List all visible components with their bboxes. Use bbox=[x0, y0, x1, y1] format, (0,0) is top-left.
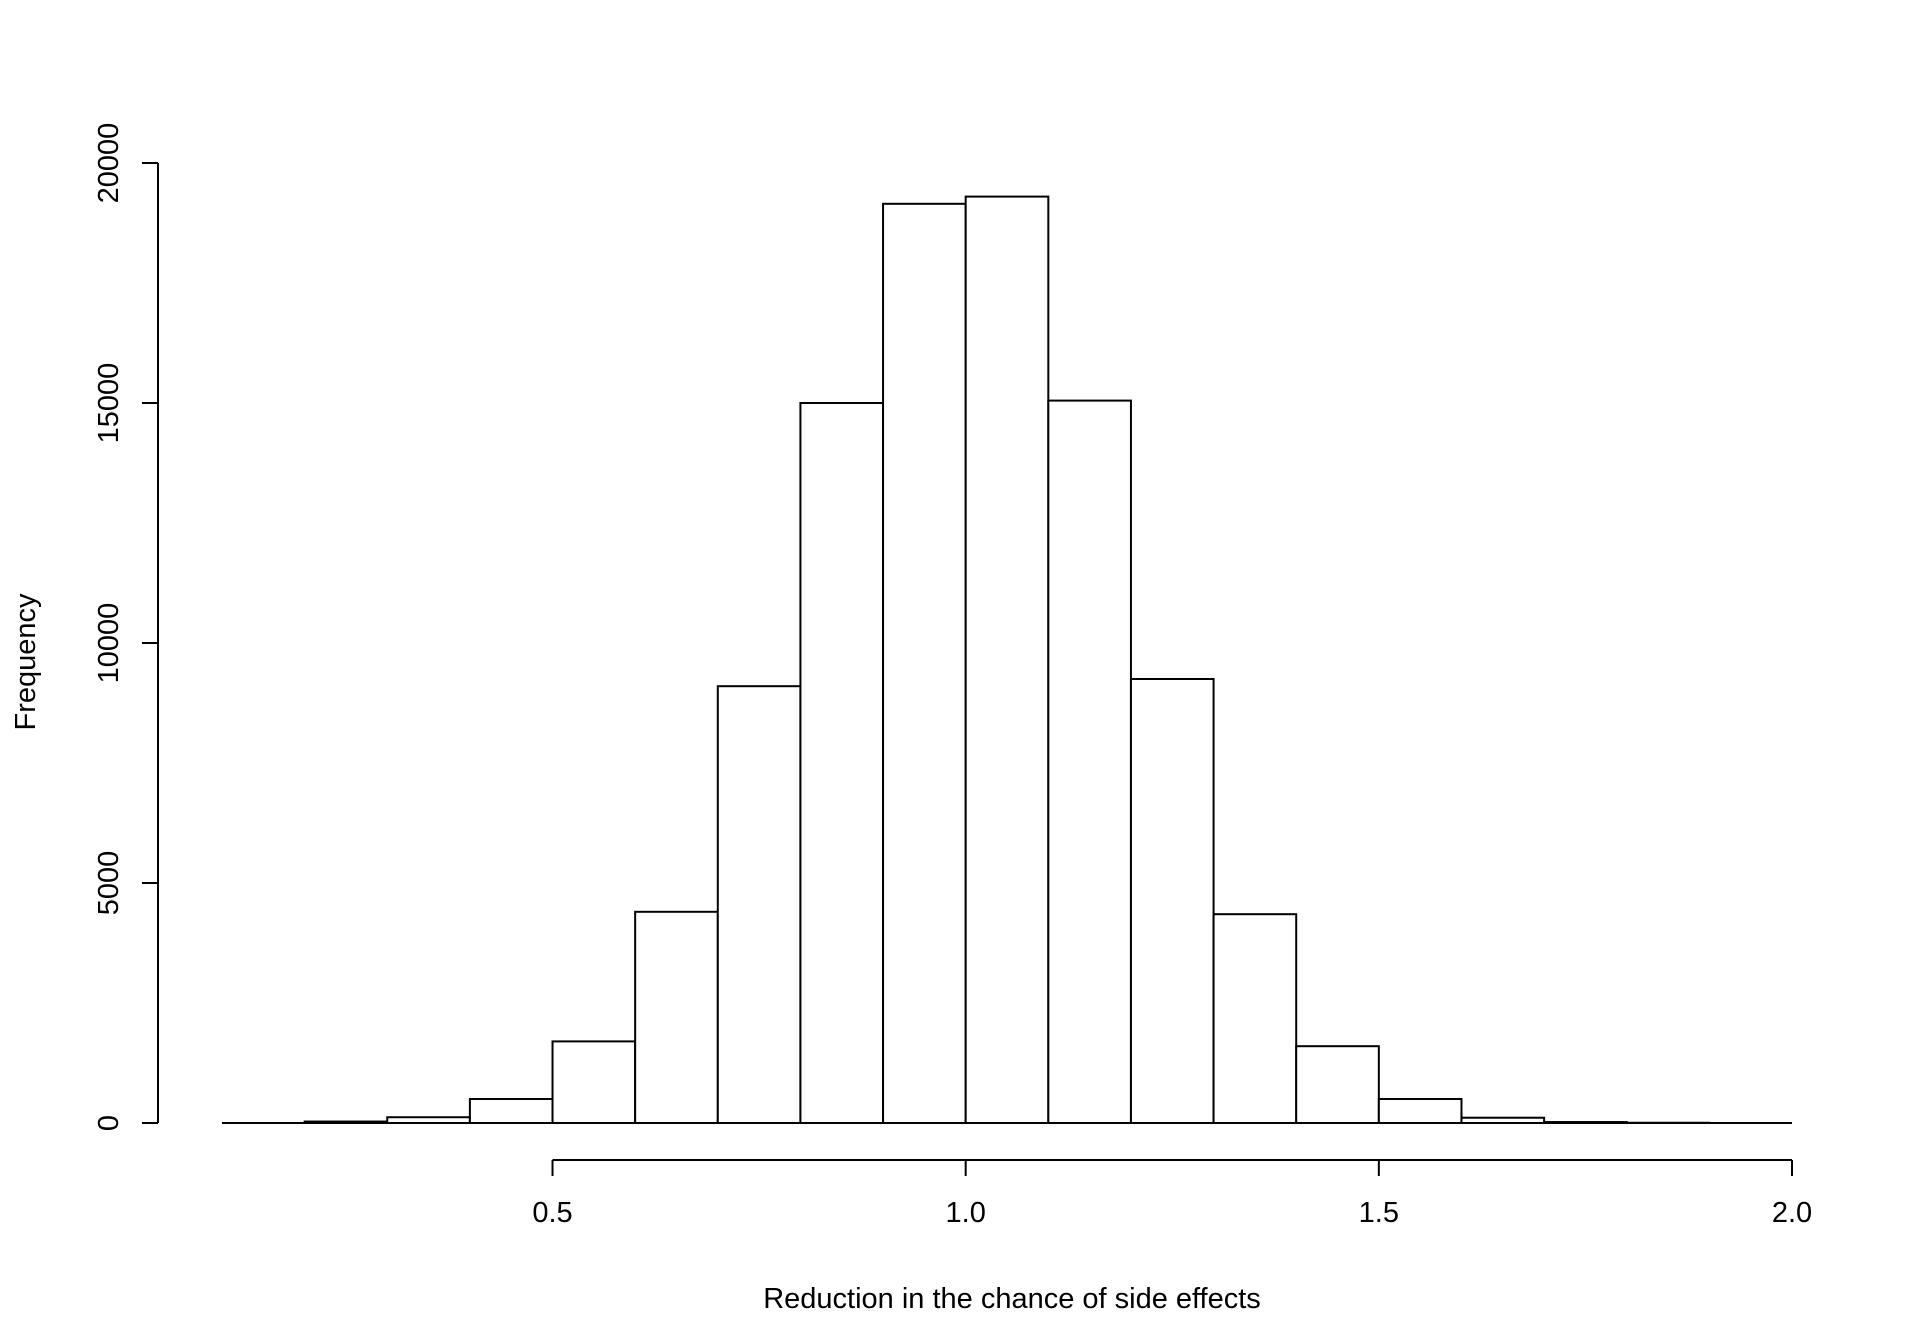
y-tick-label: 15000 bbox=[93, 363, 125, 444]
histogram-bar bbox=[468, 1098, 554, 1124]
histogram-bar bbox=[1460, 1116, 1546, 1124]
histogram-bar bbox=[1543, 1121, 1628, 1125]
histogram-bar bbox=[964, 195, 1050, 1125]
histogram-bar bbox=[1129, 678, 1215, 1124]
x-tick-label: 2.0 bbox=[1772, 1197, 1812, 1229]
histogram-bar bbox=[634, 910, 719, 1124]
x-axis: 0.5 1.0 1.5 2.0 bbox=[532, 1159, 1812, 1229]
x-tick-label: 0.5 bbox=[532, 1197, 572, 1229]
x-axis-title: Reduction in the chance of side effects bbox=[763, 1283, 1261, 1315]
histogram-bar bbox=[1295, 1045, 1380, 1124]
histogram-bar bbox=[716, 685, 802, 1124]
y-tick-label: 5000 bbox=[93, 851, 125, 916]
y-tick-label: 10000 bbox=[93, 603, 125, 684]
y-axis: 0 5000 10000 15000 20000 bbox=[93, 123, 159, 1131]
histogram-bar bbox=[882, 202, 967, 1125]
histogram-bars bbox=[222, 195, 1792, 1125]
histogram-bar bbox=[799, 402, 885, 1124]
histogram-bar bbox=[1047, 399, 1132, 1125]
histogram-bar bbox=[1377, 1098, 1463, 1124]
x-tick-label: 1.0 bbox=[946, 1197, 986, 1229]
histogram-bar bbox=[303, 1120, 389, 1125]
histogram-bar bbox=[386, 1116, 471, 1124]
histogram-bar bbox=[1212, 913, 1298, 1125]
histogram-bar bbox=[551, 1040, 637, 1125]
y-tick-label: 20000 bbox=[93, 123, 125, 204]
x-tick-label: 1.5 bbox=[1359, 1197, 1399, 1229]
y-tick-label: 0 bbox=[93, 1115, 125, 1131]
y-axis-title: Frequency bbox=[10, 593, 42, 731]
